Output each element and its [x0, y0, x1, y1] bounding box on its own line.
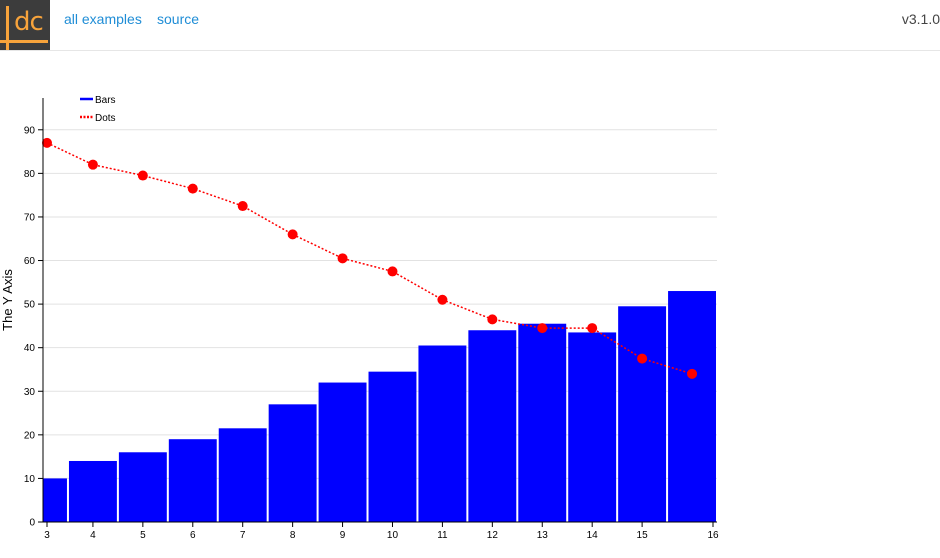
- x-tick-label-13: 13: [537, 530, 549, 541]
- dot-14: [587, 323, 598, 334]
- y-tick-label-0: 0: [29, 518, 35, 529]
- y-tick-label-50: 50: [24, 300, 36, 311]
- bar-16: [668, 291, 716, 522]
- x-tick-label-10: 10: [387, 530, 399, 541]
- x-tick-label-16: 16: [707, 530, 719, 541]
- y-tick-label-70: 70: [24, 212, 36, 223]
- dot-3: [42, 137, 52, 148]
- bar-9: [318, 382, 367, 522]
- x-tick-label-3: 3: [44, 530, 50, 541]
- logo-bar-horizontal: [0, 40, 48, 43]
- dots-line: [46, 142, 693, 375]
- logo-bar-vertical: [6, 6, 9, 50]
- y-tick-label-80: 80: [24, 169, 36, 180]
- y-tick-label-90: 90: [24, 125, 36, 136]
- x-tick-label-5: 5: [140, 530, 146, 541]
- bar-15: [618, 306, 667, 522]
- dot-5: [137, 170, 148, 181]
- bar-11: [418, 345, 467, 522]
- composite-chart: 0 10 20 30 40 50 60 70 80 90 3 4 5 6 7 8 9 10 11 12 13 14 15 16…: [0, 95, 719, 541]
- x-tick-label-7: 7: [240, 530, 246, 541]
- x-tick-label-14: 14: [587, 530, 599, 541]
- x-tick-label-6: 6: [190, 530, 196, 541]
- version-label: v3.1.0: [901, 11, 940, 27]
- x-tick-label-8: 8: [290, 530, 296, 541]
- bar-14: [568, 332, 617, 522]
- bar-series: [43, 291, 716, 522]
- y-tick-label-60: 60: [24, 256, 36, 267]
- dc-logo[interactable]: dc: [0, 0, 50, 50]
- y-axis-label: The Y Axis: [0, 269, 15, 331]
- y-tick-label-30: 30: [24, 387, 36, 398]
- dot-series: [42, 137, 698, 379]
- bar-6: [168, 439, 217, 522]
- bar-13: [518, 323, 567, 522]
- y-tick-label-20: 20: [24, 430, 36, 441]
- dot-8: [287, 229, 298, 240]
- x-tick-label-12: 12: [487, 530, 499, 541]
- dot-9: [337, 253, 348, 264]
- dot-7: [237, 201, 248, 212]
- dot-6: [187, 183, 198, 194]
- y-tick-label-40: 40: [24, 343, 36, 354]
- bar-4: [68, 460, 117, 522]
- dot-13: [537, 323, 548, 334]
- source-link[interactable]: source: [157, 11, 200, 27]
- dot-16: [687, 368, 698, 379]
- bar-10: [368, 371, 417, 522]
- logo-text: dc: [14, 7, 44, 37]
- all-examples-link[interactable]: all examples: [64, 11, 142, 27]
- x-tick-label-15: 15: [637, 530, 649, 541]
- x-tick-label-11: 11: [437, 530, 448, 541]
- y-tick-label-10: 10: [24, 474, 36, 485]
- bar-8: [268, 404, 317, 522]
- dot-11: [437, 294, 448, 305]
- header: dc all examples source v3.1.0: [0, 0, 940, 51]
- bar-12: [468, 330, 517, 522]
- legend-label-bars: Bars: [95, 95, 116, 106]
- legend-label-dots: Dots: [95, 113, 116, 124]
- bar-5: [118, 452, 167, 522]
- legend: Bars Dots: [80, 95, 116, 124]
- bar-7: [218, 428, 267, 522]
- dot-15: [637, 353, 648, 364]
- grid-lines: [43, 129, 717, 479]
- bar-3: [43, 478, 67, 522]
- x-tick-label-9: 9: [340, 530, 346, 541]
- x-tick-label-4: 4: [90, 530, 96, 541]
- axes: 0 10 20 30 40 50 60 70 80 90 3 4 5 6 7 8 9 10 11 12 13 14 15 16: [24, 98, 719, 541]
- dot-10: [387, 266, 398, 277]
- dot-12: [487, 314, 498, 325]
- dot-4: [87, 159, 98, 170]
